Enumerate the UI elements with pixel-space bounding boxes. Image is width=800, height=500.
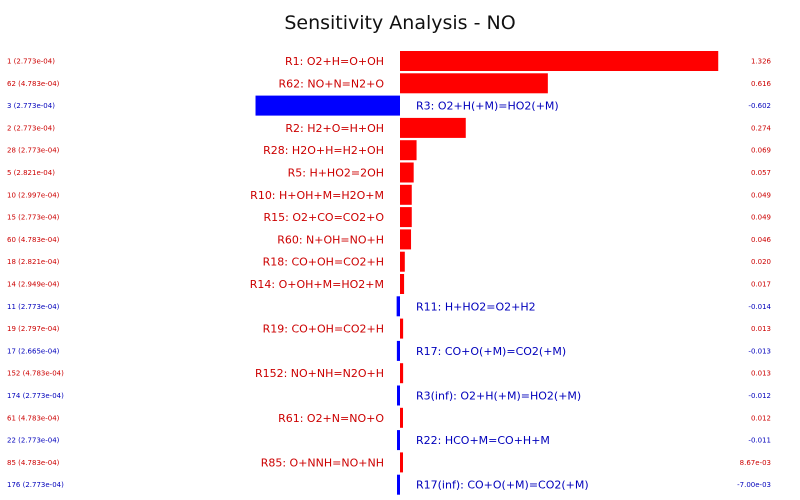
reaction-label: R61: O2+N=NO+O [278,412,384,425]
sensitivity-bar-8 [400,207,412,228]
sensitivity-bar-6 [400,162,414,183]
row-index-label: 3 (2.773e-04) [7,102,55,110]
sensitivity-value: -0.013 [748,347,771,355]
reaction-label: R19: CO+OH=CO2+H [263,323,384,336]
sensitivity-value: 0.069 [751,147,771,155]
sensitivity-bar-1 [400,51,719,71]
row-index-label: 28 (2.773e-04) [7,147,60,155]
sensitivity-bar-7 [400,184,412,205]
reaction-label: R152: NO+NH=N2O+H [255,367,384,380]
reaction-label: R17(inf): CO+O(+M)=CO2(+M) [416,479,589,492]
sensitivity-bar-4 [400,117,466,138]
row-index-label: 5 (2.821e-04) [7,169,55,177]
reaction-label: R11: H+HO2=O2+H2 [416,300,536,313]
row-index-label: 85 (4.783e-04) [7,459,60,467]
row-index-label: 1 (2.773e-04) [7,58,55,66]
sensitivity-value: -0.602 [748,102,771,110]
sensitivity-value: 0.020 [751,258,771,266]
sensitivity-value: -0.011 [748,437,771,445]
sensitivity-value: 0.049 [751,191,771,199]
sensitivity-bar-17 [400,407,403,428]
sensitivity-bar-9 [400,229,412,250]
sensitivity-value: -7.00e-03 [737,481,771,489]
reaction-label: R28: H2O+H=H2+OH [263,144,384,157]
sensitivity-bar-11 [400,274,405,294]
sensitivity-value: 0.046 [751,236,772,244]
sensitivity-value: 0.057 [751,169,771,177]
reaction-label: R3(inf): O2+H(+M)=HO2(+M) [416,390,581,403]
reaction-label: R60: N+OH=NO+H [277,233,384,246]
row-index-label: 62 (4.783e-04) [7,80,60,88]
sensitivity-bar-10 [400,251,405,272]
sensitivity-bar-18 [397,430,400,451]
row-index-label: 22 (2.773e-04) [7,437,60,445]
sensitivity-bar-3 [255,95,400,116]
reaction-label: R22: HCO+M=CO+H+M [416,434,550,447]
row-index-label: 10 (2.997e-04) [7,191,60,199]
row-index-label: 19 (2.797e-04) [7,325,60,333]
row-index-label: 176 (2.773e-04) [7,481,64,489]
sensitivity-bar-14 [396,340,400,361]
reaction-label: R85: O+NNH=NO+NH [261,456,384,469]
row-index-label: 17 (2.665e-04) [7,347,60,355]
sensitivity-bar-15 [400,363,404,384]
sensitivity-value: 0.013 [751,370,771,378]
sensitivity-value: 0.616 [751,80,772,88]
reaction-label: R1: O2+H=O+OH [285,55,384,68]
sensitivity-value: 1.326 [751,58,772,66]
reaction-label: R15: O2+CO=CO2+O [264,211,385,224]
sensitivity-value: 0.017 [751,281,771,289]
reaction-label: R14: O+OH+M=HO2+M [250,278,384,291]
sensitivity-bar-2 [400,73,548,94]
row-index-label: 15 (2.773e-04) [7,214,60,222]
reaction-label: R5: H+HO2=2OH [288,167,384,180]
sensitivity-bar-19 [400,452,403,473]
sensitivity-value: 0.013 [751,325,771,333]
sensitivity-value: 0.274 [751,124,772,132]
sensitivity-value: 8.67e-03 [740,459,771,467]
sensitivity-value: 0.049 [751,214,771,222]
sensitivity-value: 0.012 [751,414,771,422]
row-index-label: 2 (2.773e-04) [7,124,55,132]
row-index-label: 14 (2.949e-04) [7,281,60,289]
row-index-label: 152 (4.783e-04) [7,370,64,378]
reaction-label: R10: H+OH+M=H2O+M [250,189,384,202]
reaction-label: R17: CO+O(+M)=CO2(+M) [416,345,566,358]
row-index-label: 61 (4.783e-04) [7,414,60,422]
sensitivity-bar-13 [400,318,404,339]
row-index-label: 174 (2.773e-04) [7,392,64,400]
sensitivity-value: -0.014 [748,303,771,311]
reaction-label: R3: O2+H(+M)=HO2(+M) [416,100,559,113]
row-index-label: 11 (2.773e-04) [7,303,60,311]
row-index-label: 18 (2.821e-04) [7,258,60,266]
row-index-label: 60 (4.783e-04) [7,236,60,244]
sensitivity-bar-20 [397,474,400,495]
sensitivity-bar-16 [397,385,400,406]
sensitivity-bar-12 [396,296,400,317]
reaction-label: R62: NO+N=N2+O [279,77,385,90]
chart-title: Sensitivity Analysis - NO [284,12,516,34]
reaction-label: R18: CO+OH=CO2+H [263,256,384,269]
sensitivity-bar-5 [400,140,417,161]
reaction-label: R2: H2+O=H+OH [285,122,384,135]
sensitivity-value: -0.012 [748,392,771,400]
